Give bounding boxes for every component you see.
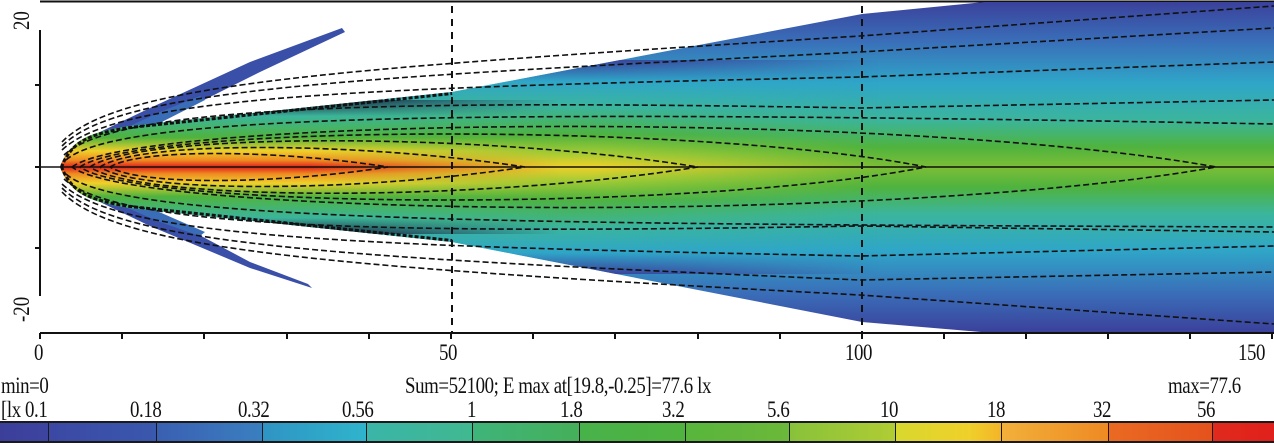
- colorbar-unit-prefix: [lx: [1, 397, 21, 422]
- colorbar-segment: [1213, 422, 1274, 442]
- max-value-label: max=77.6: [1168, 373, 1241, 398]
- colorbar-label: 0.32: [238, 397, 270, 422]
- colorbar-segment: [263, 422, 367, 442]
- colorbar-label: 5.6: [767, 397, 790, 422]
- colorbar-segment: [580, 422, 686, 442]
- colorbar-segment: [473, 422, 580, 442]
- colorbar-segment: [790, 422, 896, 442]
- colorbar-label: 32: [1093, 397, 1112, 422]
- colorbar-label: 18: [987, 397, 1006, 422]
- colorbar-label: 1: [467, 397, 477, 422]
- colorbar-label: 3.2: [662, 397, 685, 422]
- colorbar-segment: [0, 422, 49, 442]
- x-ticks: [39, 333, 1273, 339]
- y-tick-label-20: 20: [9, 11, 34, 31]
- colorbar-segment: [157, 422, 263, 442]
- colorbar-label: 0.1: [25, 397, 48, 422]
- colorbar-segment: [896, 422, 1002, 442]
- sum-emax-label: Sum=52100; E max at[19.8,-0.25]=77.6 lx: [405, 373, 711, 398]
- colorbar-label: 1.8: [560, 397, 583, 422]
- y-tick-label-neg20: -20: [9, 296, 34, 322]
- x-tick-label-100: 100: [845, 340, 873, 365]
- colorbar-segment: [49, 422, 157, 442]
- x-tick-label-50: 50: [439, 340, 458, 365]
- x-tick-label-150: 150: [1238, 340, 1266, 365]
- colorbar-label: 10: [880, 397, 899, 422]
- colorbar-segment: [1002, 422, 1109, 442]
- colorbar-segment: [686, 422, 790, 442]
- lower-side-lobe: [100, 196, 312, 288]
- colorbar-segment: [367, 422, 473, 442]
- min-value-label: min=0: [1, 373, 49, 398]
- colorbar-label: 0.56: [342, 397, 374, 422]
- colorbar-label: 0.18: [130, 397, 162, 422]
- colorbar-segment: [1109, 422, 1213, 442]
- x-tick-label-0: 0: [34, 340, 44, 365]
- colorbar-label: 56: [1197, 397, 1216, 422]
